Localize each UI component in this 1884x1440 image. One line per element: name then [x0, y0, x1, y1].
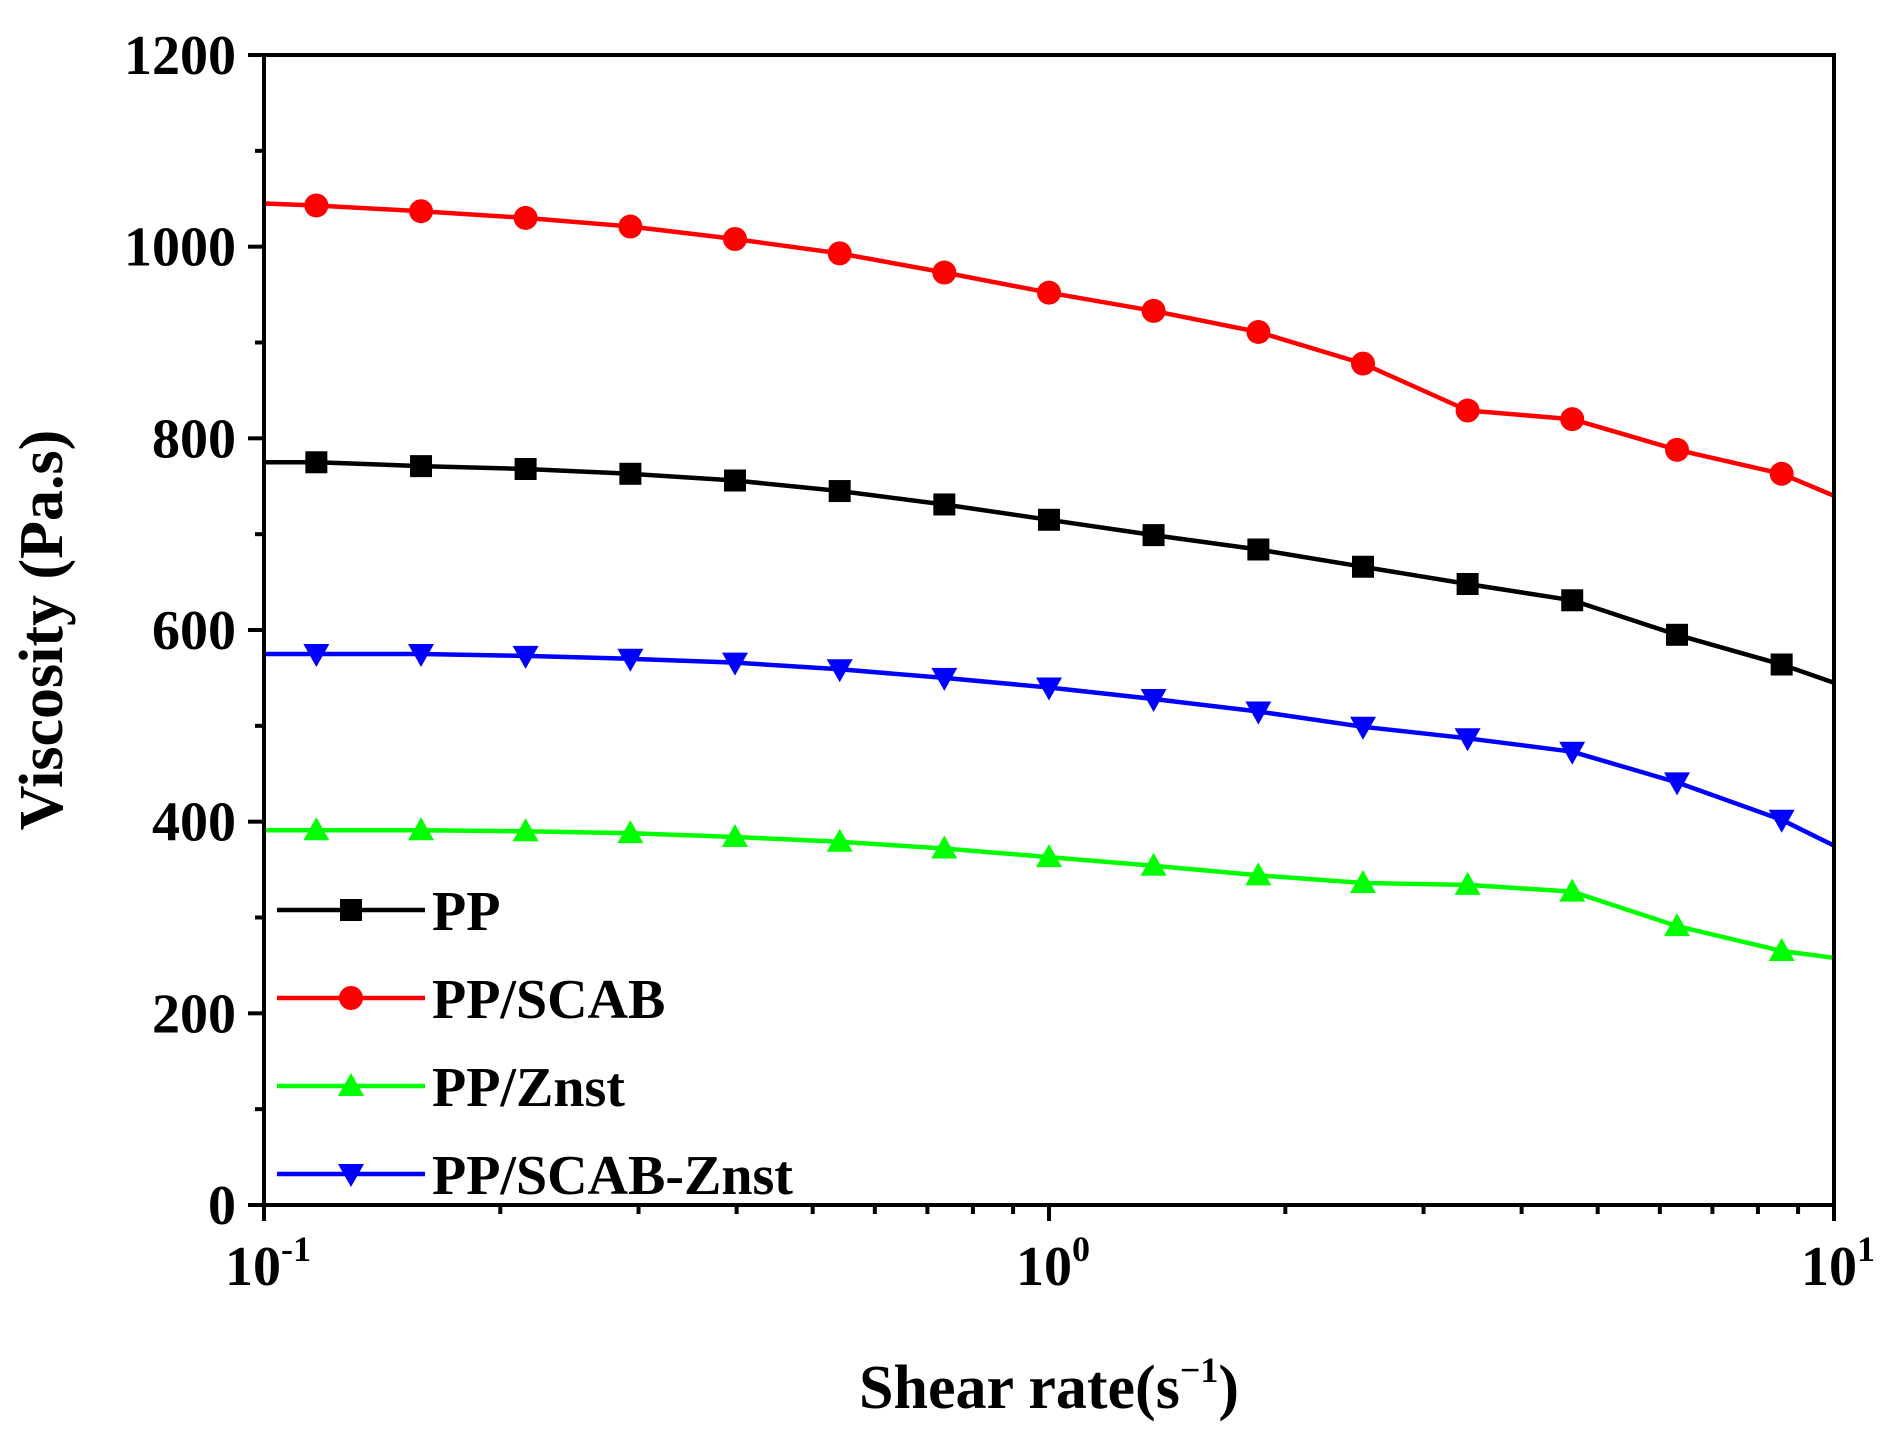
legend-marker [339, 986, 363, 1010]
legend-label: PP [432, 881, 500, 943]
legend-label: PP/SCAB-Znst [432, 1145, 793, 1207]
data-point [619, 462, 642, 485]
x-axis-title-close: ) [1218, 1354, 1239, 1422]
x-tick-label: 100 [1016, 1229, 1090, 1298]
y-tick-label: 600 [152, 600, 236, 662]
axis-ticks: 0 200 400 600 800 1000 1200 10-1 100 101 [124, 25, 1875, 1298]
x-axis-title: Shear rate(s−1) [859, 1350, 1239, 1422]
data-point [1664, 913, 1691, 937]
data-point [1140, 689, 1167, 712]
data-point [1038, 508, 1060, 531]
legend-marker [338, 1073, 364, 1096]
data-point [1768, 938, 1795, 962]
data-point [1350, 716, 1377, 740]
data-point [409, 199, 434, 224]
data-point [1142, 524, 1165, 547]
data-point [410, 455, 433, 478]
legend-entry: PP/Znst [277, 1057, 625, 1119]
data-point [826, 659, 853, 683]
data-point [303, 643, 330, 667]
data-point [513, 205, 538, 230]
y-tick-label: 1000 [124, 217, 236, 279]
legend: PP PP/SCAB PP/Znst PP/SCAB-Znst [277, 881, 793, 1207]
data-point [828, 480, 851, 503]
data-point [304, 193, 329, 218]
x-axis-title-text: Shear rate(s [859, 1354, 1180, 1422]
data-point [1036, 677, 1062, 701]
series-pp-scab [263, 193, 1835, 498]
data-point [1769, 461, 1794, 486]
data-point [1246, 319, 1271, 344]
data-point [1560, 407, 1585, 432]
y-tick-label: 1200 [124, 25, 236, 87]
legend-label: PP/SCAB [432, 969, 665, 1031]
data-point [827, 241, 852, 266]
data-point [512, 645, 539, 669]
x-axis-title-sup: −1 [1180, 1350, 1219, 1390]
legend-label: PP/Znst [432, 1057, 625, 1119]
data-point [1456, 573, 1479, 595]
data-point [721, 652, 748, 676]
data-point [1561, 589, 1584, 612]
y-tick-label: 400 [152, 792, 236, 854]
data-point [932, 260, 957, 285]
data-point [618, 214, 643, 239]
data-point [617, 820, 644, 844]
data-point [1559, 741, 1586, 765]
series-pp [264, 451, 1835, 685]
legend-entry: PP/SCAB [277, 969, 665, 1031]
legend-entry: PP [277, 881, 500, 943]
series-pp-scab-znst [264, 643, 1835, 848]
series-line [264, 460, 1835, 685]
data-point [1559, 878, 1586, 902]
data-point [722, 227, 747, 251]
data-point [1140, 852, 1167, 876]
data-point [1454, 871, 1481, 895]
data-point [1768, 809, 1795, 833]
series-layer [263, 193, 1835, 962]
data-point [1351, 351, 1376, 376]
data-point [931, 667, 958, 691]
data-point [1036, 844, 1062, 868]
data-point [1770, 653, 1793, 676]
data-point [1037, 280, 1061, 305]
data-point [1352, 555, 1375, 578]
data-point [408, 643, 435, 667]
data-point [1665, 437, 1690, 462]
data-point [303, 817, 330, 841]
data-point [931, 835, 958, 859]
data-point [1141, 298, 1166, 323]
legend-entry: PP/SCAB-Znst [277, 1145, 793, 1207]
data-point [1455, 398, 1480, 423]
data-point [1664, 772, 1691, 796]
x-tick-label: 101 [1801, 1229, 1875, 1298]
series-pp-znst [264, 817, 1835, 962]
data-point [826, 828, 853, 852]
data-point [1245, 862, 1272, 886]
data-point [723, 469, 746, 492]
data-point [933, 493, 956, 516]
data-point [1350, 870, 1377, 893]
data-point [514, 458, 537, 480]
series-line [263, 201, 1835, 498]
data-point [1247, 538, 1270, 561]
legend-marker [338, 1164, 364, 1187]
data-point [408, 817, 435, 841]
y-tick-label: 200 [152, 983, 236, 1045]
plot-frame [262, 53, 1836, 1207]
data-point [1245, 701, 1272, 725]
y-tick-label: 0 [208, 1175, 236, 1237]
y-tick-label: 800 [152, 408, 236, 470]
data-point [617, 648, 644, 672]
data-point [1666, 623, 1689, 646]
data-point [721, 824, 748, 847]
legend-marker [340, 899, 362, 921]
y-axis-title: Viscosity (Pa.s) [8, 430, 76, 831]
data-point [305, 451, 328, 474]
x-tick-label: 10-1 [225, 1229, 311, 1298]
data-point [1454, 728, 1481, 752]
data-point [512, 818, 539, 842]
